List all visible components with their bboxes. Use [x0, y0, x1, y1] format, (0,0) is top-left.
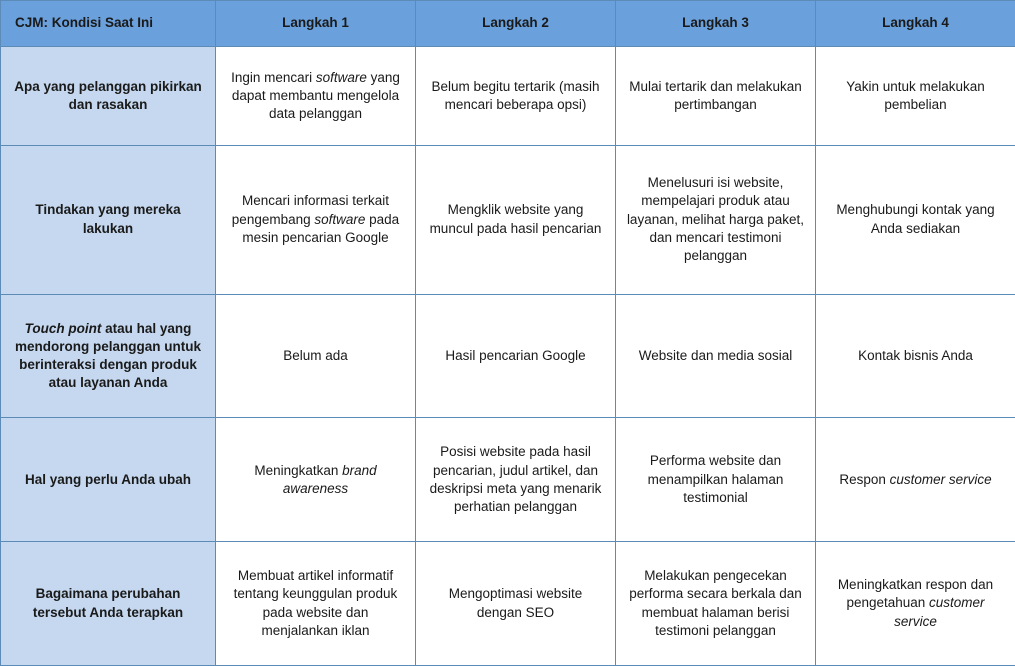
cell-r2-c1: Mencari informasi terkait pengembang sof…: [216, 145, 416, 294]
table-row: Touch point atau hal yang mendorong pela…: [1, 294, 1015, 418]
cell-r1-c4: Yakin untuk melakukan pembelian: [816, 47, 1015, 146]
cell-r4-c1: Meningkatkan brand awareness: [216, 418, 416, 542]
rowhead-apply: Bagaimana perubahan tersebut Anda terapk…: [1, 542, 216, 666]
rowhead-change: Hal yang perlu Anda ubah: [1, 418, 216, 542]
text-segment: Ingin mencari: [231, 70, 316, 85]
table-row: Tindakan yang mereka lakukan Mencari inf…: [1, 145, 1015, 294]
italic-segment: software: [316, 70, 367, 85]
header-step-4: Langkah 4: [816, 1, 1015, 47]
rowhead-touchpoint: Touch point atau hal yang mendorong pela…: [1, 294, 216, 418]
header-corner: CJM: Kondisi Saat Ini: [1, 1, 216, 47]
header-step-2: Langkah 2: [416, 1, 616, 47]
header-row: CJM: Kondisi Saat Ini Langkah 1 Langkah …: [1, 1, 1015, 47]
cell-r3-c4: Kontak bisnis Anda: [816, 294, 1015, 418]
italic-segment: software: [314, 212, 365, 227]
header-step-3: Langkah 3: [616, 1, 816, 47]
text-segment: Meningkatkan: [254, 463, 342, 478]
header-step-1: Langkah 1: [216, 1, 416, 47]
rowhead-actions: Tindakan yang mereka lakukan: [1, 145, 216, 294]
cell-r5-c3: Melakukan pengecekan performa secara ber…: [616, 542, 816, 666]
cell-r1-c1: Ingin mencari software yang dapat memban…: [216, 47, 416, 146]
cell-r2-c4: Menghubungi kontak yang Anda sediakan: [816, 145, 1015, 294]
cell-r4-c3: Performa website dan menampilkan halaman…: [616, 418, 816, 542]
cell-r3-c2: Hasil pencarian Google: [416, 294, 616, 418]
cell-r1-c3: Mulai tertarik dan melakukan pertimbanga…: [616, 47, 816, 146]
cjm-table: CJM: Kondisi Saat Ini Langkah 1 Langkah …: [0, 0, 1015, 666]
table-row: Bagaimana perubahan tersebut Anda terapk…: [1, 542, 1015, 666]
cell-r1-c2: Belum begitu tertarik (masih mencari beb…: [416, 47, 616, 146]
text-segment: Respon: [839, 472, 889, 487]
cell-r5-c4: Meningkatkan respon dan pengetahuan cust…: [816, 542, 1015, 666]
cell-r2-c3: Menelusuri isi website, mempelajari prod…: [616, 145, 816, 294]
cell-r5-c2: Mengoptimasi website dengan SEO: [416, 542, 616, 666]
italic-segment: Touch point: [25, 321, 102, 336]
table-row: Hal yang perlu Anda ubah Meningkatkan br…: [1, 418, 1015, 542]
cell-r3-c3: Website dan media sosial: [616, 294, 816, 418]
cell-r4-c2: Posisi website pada hasil pencarian, jud…: [416, 418, 616, 542]
italic-segment: customer service: [890, 472, 992, 487]
cell-r3-c1: Belum ada: [216, 294, 416, 418]
cell-r2-c2: Mengklik website yang muncul pada hasil …: [416, 145, 616, 294]
cell-r5-c1: Membuat artikel informatif tentang keung…: [216, 542, 416, 666]
cell-r4-c4: Respon customer service: [816, 418, 1015, 542]
table-row: Apa yang pelanggan pikirkan dan rasakan …: [1, 47, 1015, 146]
rowhead-think-feel: Apa yang pelanggan pikirkan dan rasakan: [1, 47, 216, 146]
